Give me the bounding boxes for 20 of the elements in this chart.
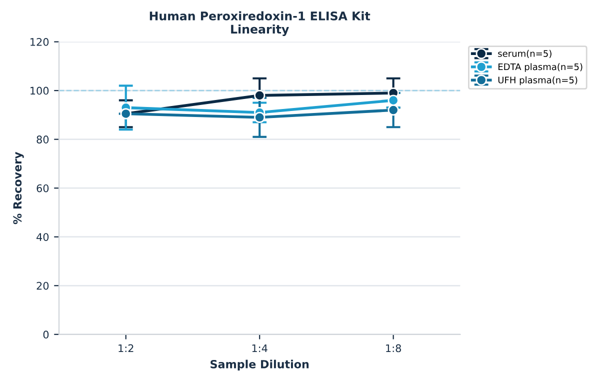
y-tick-label: 0 bbox=[43, 330, 49, 339]
y-tick-label: 20 bbox=[36, 282, 49, 290]
point bbox=[254, 90, 266, 101]
y-tick-label: 80 bbox=[36, 136, 49, 144]
x-axis-title: Sample Dilution bbox=[210, 360, 309, 371]
point bbox=[254, 112, 266, 123]
chart-title: Human Peroxiredoxin-1 ELISA Kit Linearity bbox=[150, 11, 370, 36]
legend-label: serum(n=5) bbox=[498, 50, 552, 58]
legend-label: EDTA plasma(n=5) bbox=[498, 63, 582, 72]
x-tick-label: 1:8 bbox=[386, 344, 402, 352]
y-tick-label: 60 bbox=[36, 184, 49, 192]
legend-label: UFH plasma(n=5) bbox=[498, 76, 578, 86]
y-axis-title: % Recovery bbox=[13, 152, 24, 224]
point bbox=[388, 94, 399, 106]
x-tick-label: 1:4 bbox=[252, 344, 268, 352]
y-tick-label: 120 bbox=[30, 38, 49, 46]
y-tick-label: 100 bbox=[30, 86, 49, 95]
y-tick-label: 40 bbox=[36, 233, 49, 241]
x-tick-label: 1:2 bbox=[118, 344, 134, 352]
point bbox=[388, 104, 399, 116]
